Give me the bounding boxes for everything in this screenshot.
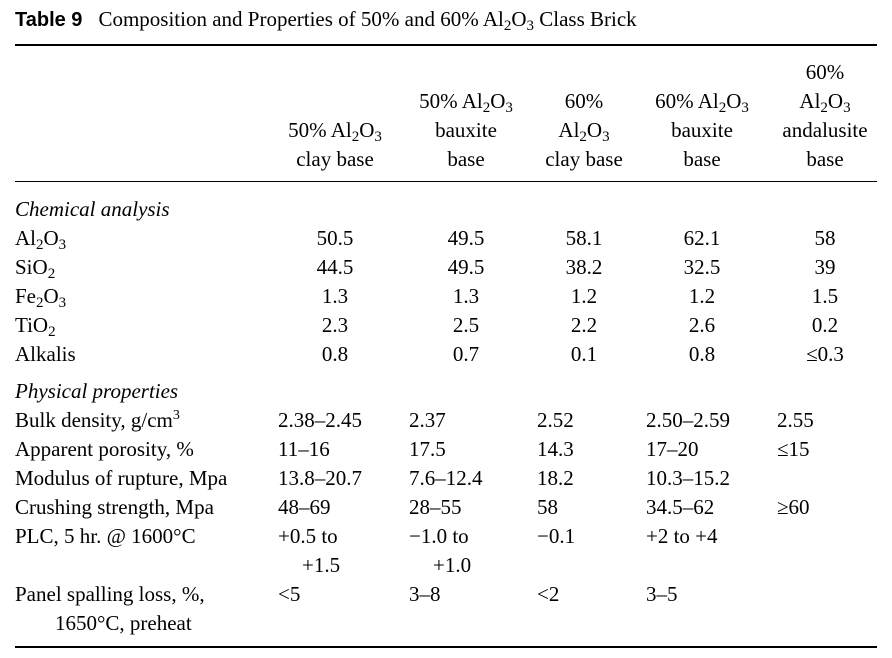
table-cell: 17.5 bbox=[409, 437, 446, 461]
table-cell: 1.2 bbox=[570, 284, 598, 308]
table-cell: 2.37 bbox=[409, 408, 446, 432]
table-row: Apparent porosity, % 11–16 17.5 14.3 17–20 ≤1… bbox=[0, 435, 892, 464]
table-row: Crushing strength, Mpa 48–69 28–55 58 34.5–6… bbox=[0, 493, 892, 522]
table-cell: 17–20 bbox=[646, 437, 699, 461]
row-label: Crushing strength, Mpa bbox=[15, 495, 214, 519]
table-cell: 2.3 bbox=[321, 313, 349, 337]
table-cell: −1.0 to bbox=[409, 524, 469, 548]
column-header: 60% Al2O3 bauxite base bbox=[655, 89, 749, 171]
row-label: Modulus of rupture, Mpa bbox=[15, 466, 228, 490]
table-cell: 34.5–62 bbox=[646, 495, 715, 519]
table-cell: 2.55 bbox=[777, 408, 814, 432]
table-row: TiO2 2.3 2.5 2.2 2.6 0.2 bbox=[0, 311, 892, 340]
row-label: Bulk density, g/cm3 bbox=[15, 408, 180, 432]
table-cell: 58 bbox=[537, 495, 558, 519]
table-cell: 1.2 bbox=[688, 284, 716, 308]
table-row: Bulk density, g/cm3 2.38–2.45 2.37 2.52 2.50… bbox=[0, 406, 892, 435]
table-row: +1.5 +1.0 bbox=[0, 551, 892, 580]
column-header: 60% Al2O3 clay base bbox=[545, 89, 623, 171]
table-cell: 0.8 bbox=[688, 342, 716, 366]
table-cell: 62.1 bbox=[683, 226, 721, 250]
row-label: SiO2 bbox=[15, 255, 56, 282]
table-cell: 49.5 bbox=[447, 255, 485, 279]
column-header: 50% Al2O3 clay base bbox=[288, 118, 382, 171]
table-cell: <2 bbox=[537, 582, 560, 606]
table-cell: −0.1 bbox=[537, 524, 576, 548]
table-cell: 50.5 bbox=[316, 226, 354, 250]
row-label: Fe2O3 bbox=[15, 284, 67, 311]
table-title: Composition and Properties of 50% and 60… bbox=[98, 7, 637, 34]
table-cell: 0.1 bbox=[570, 342, 598, 366]
table-row: Al2O3 50.5 49.5 58.1 62.1 58 bbox=[0, 224, 892, 253]
column-header: 60% Al2O3 andalusite base bbox=[782, 60, 868, 171]
table-cell: 2.5 bbox=[452, 313, 480, 337]
table-row: Modulus of rupture, Mpa 13.8–20.7 7.6–12.4… bbox=[0, 464, 892, 493]
row-label: Apparent porosity, % bbox=[15, 437, 194, 461]
section-heading: Chemical analysis bbox=[15, 197, 170, 221]
table-cell: +1.5 bbox=[302, 553, 341, 577]
table-row: Alkalis 0.8 0.7 0.1 0.8 ≤0.3 bbox=[0, 340, 892, 369]
table-cell: 3–5 bbox=[646, 582, 678, 606]
table-cell: 1.5 bbox=[811, 284, 839, 308]
table-cell: 48–69 bbox=[278, 495, 331, 519]
table-cell: ≥60 bbox=[777, 495, 810, 519]
table-cell: 2.50–2.59 bbox=[646, 408, 730, 432]
table-cell: 18.2 bbox=[537, 466, 574, 490]
table-cell: 7.6–12.4 bbox=[409, 466, 483, 490]
table-cell: 58.1 bbox=[565, 226, 603, 250]
row-label: Alkalis bbox=[15, 342, 76, 366]
row-label: Panel spalling loss, %, bbox=[15, 582, 205, 606]
table-cell: +0.5 to bbox=[278, 524, 338, 548]
table-cell: 0.7 bbox=[452, 342, 480, 366]
table-cell: 3–8 bbox=[409, 582, 441, 606]
table-caption: Table 9 Composition and Properties of 50%… bbox=[15, 7, 637, 34]
table-row: Fe2O3 1.3 1.3 1.2 1.2 1.5 bbox=[0, 282, 892, 311]
table-cell: 10.3–15.2 bbox=[646, 466, 730, 490]
section-heading: Physical properties bbox=[15, 379, 179, 403]
bottom-rule bbox=[15, 646, 877, 648]
row-label: Al2O3 bbox=[15, 226, 67, 253]
table-cell: 58 bbox=[814, 226, 836, 250]
table-cell: 2.2 bbox=[570, 313, 598, 337]
table-cell: 2.38–2.45 bbox=[278, 408, 362, 432]
row-label: TiO2 bbox=[15, 313, 56, 340]
table-cell: 2.6 bbox=[688, 313, 716, 337]
table-cell: ≤15 bbox=[777, 437, 810, 461]
table-cell: 0.8 bbox=[321, 342, 349, 366]
table-cell: +1.0 bbox=[433, 553, 472, 577]
table-cell: 49.5 bbox=[447, 226, 485, 250]
table-row: Panel spalling loss, %, <5 3–8 <2 3–5 bbox=[0, 580, 892, 609]
row-label: PLC, 5 hr. @ 1600°C bbox=[15, 524, 196, 548]
table-row: SiO2 44.5 49.5 38.2 32.5 39 bbox=[0, 253, 892, 282]
table-cell: ≤0.3 bbox=[806, 342, 844, 366]
table-cell: 0.2 bbox=[811, 313, 839, 337]
column-header: 50% Al2O3 bauxite base bbox=[419, 89, 513, 171]
table-row: 1650°C, preheat bbox=[0, 609, 892, 638]
table-label: Table 9 bbox=[15, 9, 83, 31]
table-cell: 14.3 bbox=[537, 437, 574, 461]
table-cell: 38.2 bbox=[565, 255, 603, 279]
table-cell: 32.5 bbox=[683, 255, 721, 279]
table-cell: 2.52 bbox=[537, 408, 574, 432]
table-cell: 39 bbox=[814, 255, 836, 279]
table-cell: 11–16 bbox=[278, 437, 330, 461]
top-rule bbox=[15, 44, 877, 46]
table-cell: 44.5 bbox=[316, 255, 354, 279]
table-cell: <5 bbox=[278, 582, 301, 606]
table-cell: 1.3 bbox=[321, 284, 349, 308]
table-cell: +2 to +4 bbox=[646, 524, 718, 548]
row-label: 1650°C, preheat bbox=[55, 611, 192, 635]
table-cell: 13.8–20.7 bbox=[278, 466, 362, 490]
table-cell: 28–55 bbox=[409, 495, 462, 519]
table-row: PLC, 5 hr. @ 1600°C +0.5 to −1.0 to −0.1 +2 … bbox=[0, 522, 892, 551]
table-cell: 1.3 bbox=[452, 284, 480, 308]
header-rule bbox=[15, 181, 877, 182]
